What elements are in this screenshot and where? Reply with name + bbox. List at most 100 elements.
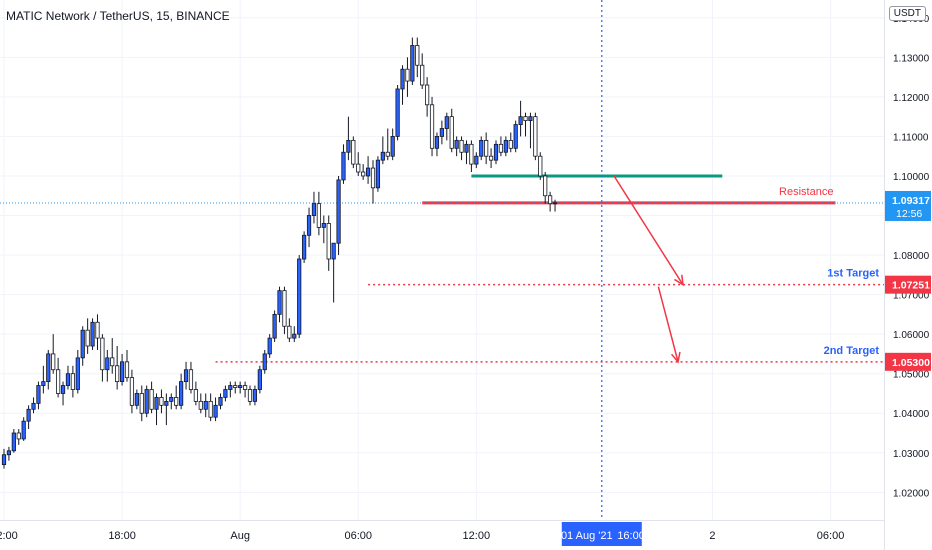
candle xyxy=(361,164,366,180)
candle xyxy=(493,140,499,165)
candle-body xyxy=(306,215,312,236)
candle-body xyxy=(208,400,213,418)
candle-body xyxy=(479,139,484,157)
candle xyxy=(218,393,223,410)
candle xyxy=(533,112,538,161)
price-tick-label: 1.04000 xyxy=(893,409,930,420)
candle xyxy=(124,349,130,382)
candle-body xyxy=(179,381,184,406)
candle-body xyxy=(90,321,95,347)
candle-body xyxy=(139,393,144,414)
candle-body xyxy=(287,325,292,339)
candle-body xyxy=(119,361,125,382)
candle-body xyxy=(552,202,558,205)
candle-body xyxy=(415,45,420,66)
candle xyxy=(203,393,208,418)
candle xyxy=(439,120,444,145)
candle xyxy=(351,136,356,169)
candle-body xyxy=(513,124,518,149)
candle-body xyxy=(51,353,56,371)
candle xyxy=(183,361,189,390)
candle-body xyxy=(75,357,80,390)
candle xyxy=(390,128,395,161)
currency-button[interactable]: USDT xyxy=(888,6,926,21)
chart-title: MATIC Network / TetherUS, 15, BINANCE xyxy=(6,9,230,23)
candle-body xyxy=(267,337,272,355)
arrow-shaft xyxy=(613,175,684,286)
time-tick-label: Aug xyxy=(230,530,250,542)
candle-body xyxy=(425,84,430,106)
candle xyxy=(464,140,469,165)
price-levels: Resistance 1st Target 2nd Target xyxy=(0,0,884,520)
candle-body xyxy=(277,290,282,315)
candle xyxy=(105,349,110,382)
candle xyxy=(434,132,440,157)
level-price-tag xyxy=(885,275,931,294)
candle xyxy=(454,136,459,157)
candle xyxy=(149,381,154,414)
candle-body xyxy=(400,68,405,90)
candle xyxy=(538,152,543,180)
candle-body xyxy=(198,400,203,410)
candle xyxy=(375,156,381,192)
candle-body xyxy=(370,167,376,189)
candle-body xyxy=(351,139,356,165)
candle xyxy=(164,393,169,426)
candle xyxy=(415,37,420,78)
candle-body xyxy=(46,353,51,382)
candle-body xyxy=(41,381,46,386)
candle-body xyxy=(311,203,317,216)
time-tick-label: 12:00 xyxy=(0,530,18,542)
candle xyxy=(134,389,139,410)
candle-body xyxy=(395,88,400,137)
candle-body xyxy=(361,171,366,177)
candle xyxy=(247,385,253,406)
candle xyxy=(400,65,405,105)
candle xyxy=(311,191,317,224)
candle xyxy=(51,334,56,374)
current-price-value: 1.09317 xyxy=(892,195,930,207)
candle xyxy=(292,326,297,343)
candle-body xyxy=(493,143,499,161)
candle xyxy=(488,148,494,169)
time-tick-label: 18:00 xyxy=(108,530,136,542)
candle-body xyxy=(375,159,381,189)
candle-body xyxy=(498,143,504,153)
1st-target-label: 1st Target xyxy=(827,268,879,280)
candle-body xyxy=(282,290,287,327)
candle-body xyxy=(21,420,26,440)
candle xyxy=(425,77,430,117)
candle xyxy=(129,369,135,414)
candle-body xyxy=(321,223,326,228)
candle-body xyxy=(242,385,248,390)
candle xyxy=(469,140,474,173)
candle xyxy=(252,385,258,406)
candle xyxy=(528,112,533,149)
candle xyxy=(302,231,307,263)
2nd-target-label: 2nd Target xyxy=(824,345,880,357)
candle xyxy=(31,397,36,414)
price-tick-label: 1.11000 xyxy=(893,132,929,143)
candle xyxy=(198,393,203,414)
candle xyxy=(46,349,51,390)
price-tick-label: 1.05000 xyxy=(893,370,930,381)
candle-body xyxy=(56,369,61,394)
candle xyxy=(444,112,449,141)
candle xyxy=(508,132,513,153)
candle-body xyxy=(454,139,459,149)
candle-body xyxy=(385,151,390,157)
candle xyxy=(331,242,336,303)
grid-lines xyxy=(0,0,884,520)
current-price-tag xyxy=(885,190,931,221)
candle-body xyxy=(218,397,223,406)
candle xyxy=(41,365,46,394)
candle-body xyxy=(262,353,267,371)
candle xyxy=(341,144,346,184)
candle-body xyxy=(134,393,139,406)
candle-body xyxy=(6,450,12,456)
candle xyxy=(36,381,41,410)
candle-body xyxy=(247,389,253,402)
candle-body xyxy=(31,402,36,410)
time-tick-label: 06:00 xyxy=(344,530,372,542)
